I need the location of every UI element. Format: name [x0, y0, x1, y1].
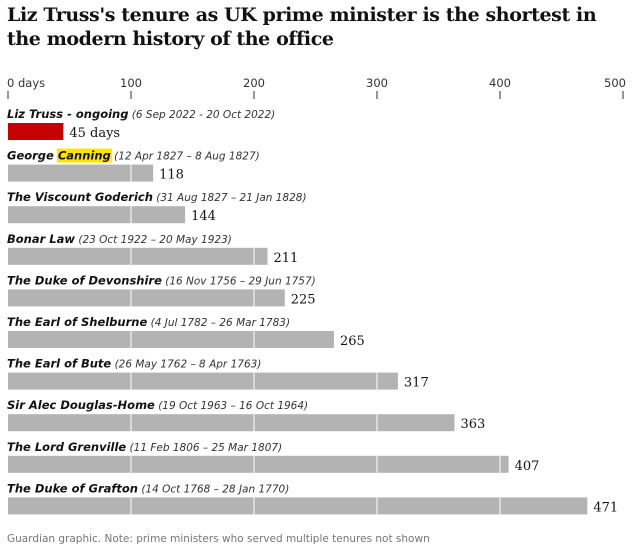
pm-dates: (16 Nov 1756 – 29 Jun 1757) [162, 275, 316, 287]
bar-chart: 0 days 100 200 300 400 500 Liz Truss - ongoing… [7, 76, 626, 515]
pm-label: Bonar Law (23 Oct 1922 – 20 May 1923) [7, 232, 232, 246]
bar [8, 289, 285, 307]
pm-name: Sir Alec Douglas-Home [7, 398, 155, 412]
value-label: 211 [274, 251, 299, 266]
value-label: 265 [340, 334, 365, 349]
pm-name: The Lord Grenville [7, 440, 126, 454]
pm-dates: (23 Oct 1922 – 20 May 1923) [75, 234, 232, 246]
pm-dates: (6 Sep 2022 - 20 Oct 2022) [128, 109, 275, 121]
pm-label: Liz Truss - ongoing (6 Sep 2022 - 20 Oct… [7, 107, 275, 121]
pm-label: Sir Alec Douglas-Home (19 Oct 1963 – 16 … [7, 398, 308, 412]
pm-name: George [7, 149, 58, 163]
bar [8, 206, 186, 224]
value-label: 144 [191, 209, 216, 224]
pm-name: The Earl of Shelburne [7, 315, 147, 329]
value-label: 45 days [69, 126, 120, 141]
pm-name: The Duke of Grafton [7, 481, 138, 495]
pm-name: The Earl of Bute [7, 357, 111, 371]
pm-label: The Duke of Grafton (14 Oct 1768 – 28 Ja… [7, 481, 289, 495]
x-tick-label: 500 [604, 76, 626, 90]
pm-dates: (19 Oct 1963 – 16 Oct 1964) [155, 400, 308, 412]
pm-name: The Viscount Goderich [7, 190, 153, 204]
pm-dates: (4 Jul 1782 – 26 Mar 1783) [147, 317, 290, 329]
value-label: 407 [515, 459, 540, 474]
pm-label: The Lord Grenville (11 Feb 1806 – 25 Mar… [7, 440, 282, 454]
value-label: 363 [460, 417, 485, 432]
x-tick-label: 0 days [7, 76, 45, 90]
pm-dates: (11 Feb 1806 – 25 Mar 1807) [126, 442, 282, 454]
pm-dates: (12 Apr 1827 – 8 Aug 1827) [111, 151, 260, 163]
pm-label: The Duke of Devonshire (16 Nov 1756 – 29… [7, 273, 316, 287]
value-label: 317 [404, 376, 429, 391]
x-tick-label: 100 [120, 76, 142, 90]
source-note: Guardian graphic. Note: prime ministers … [7, 533, 430, 545]
pm-name-highlight: Canning [58, 149, 111, 163]
pm-dates: (31 Aug 1827 – 21 Jan 1828) [153, 192, 307, 204]
pm-label: The Earl of Bute (26 May 1762 – 8 Apr 17… [7, 357, 261, 371]
x-tick-label: 300 [366, 76, 388, 90]
pm-name: Bonar Law [7, 232, 75, 246]
x-tick-label: 200 [243, 76, 265, 90]
pm-label: George Canning (12 Apr 1827 – 8 Aug 1827… [7, 149, 260, 163]
bar [8, 414, 455, 432]
bar [8, 455, 509, 473]
pm-name: Liz Truss - ongoing [7, 107, 128, 121]
bar [8, 164, 154, 182]
value-label: 225 [291, 292, 316, 307]
bar [8, 247, 268, 265]
x-tick-label: 400 [489, 76, 511, 90]
pm-dates: (14 Oct 1768 – 28 Jan 1770) [138, 483, 289, 495]
value-label: 471 [593, 500, 618, 515]
value-label: 118 [159, 168, 184, 183]
pm-label: The Viscount Goderich (31 Aug 1827 – 21 … [7, 190, 307, 204]
bar [8, 497, 588, 515]
name-highlight-marker [56, 148, 112, 163]
pm-dates: (26 May 1762 – 8 Apr 1763) [111, 359, 261, 371]
chart-title: Liz Truss's tenure as UK prime minister … [7, 4, 597, 50]
bar [8, 331, 334, 348]
pm-label: The Earl of Shelburne (4 Jul 1782 – 26 M… [7, 315, 290, 329]
bar-highlight [8, 123, 64, 140]
bar [8, 372, 398, 390]
pm-name: The Duke of Devonshire [7, 273, 162, 287]
